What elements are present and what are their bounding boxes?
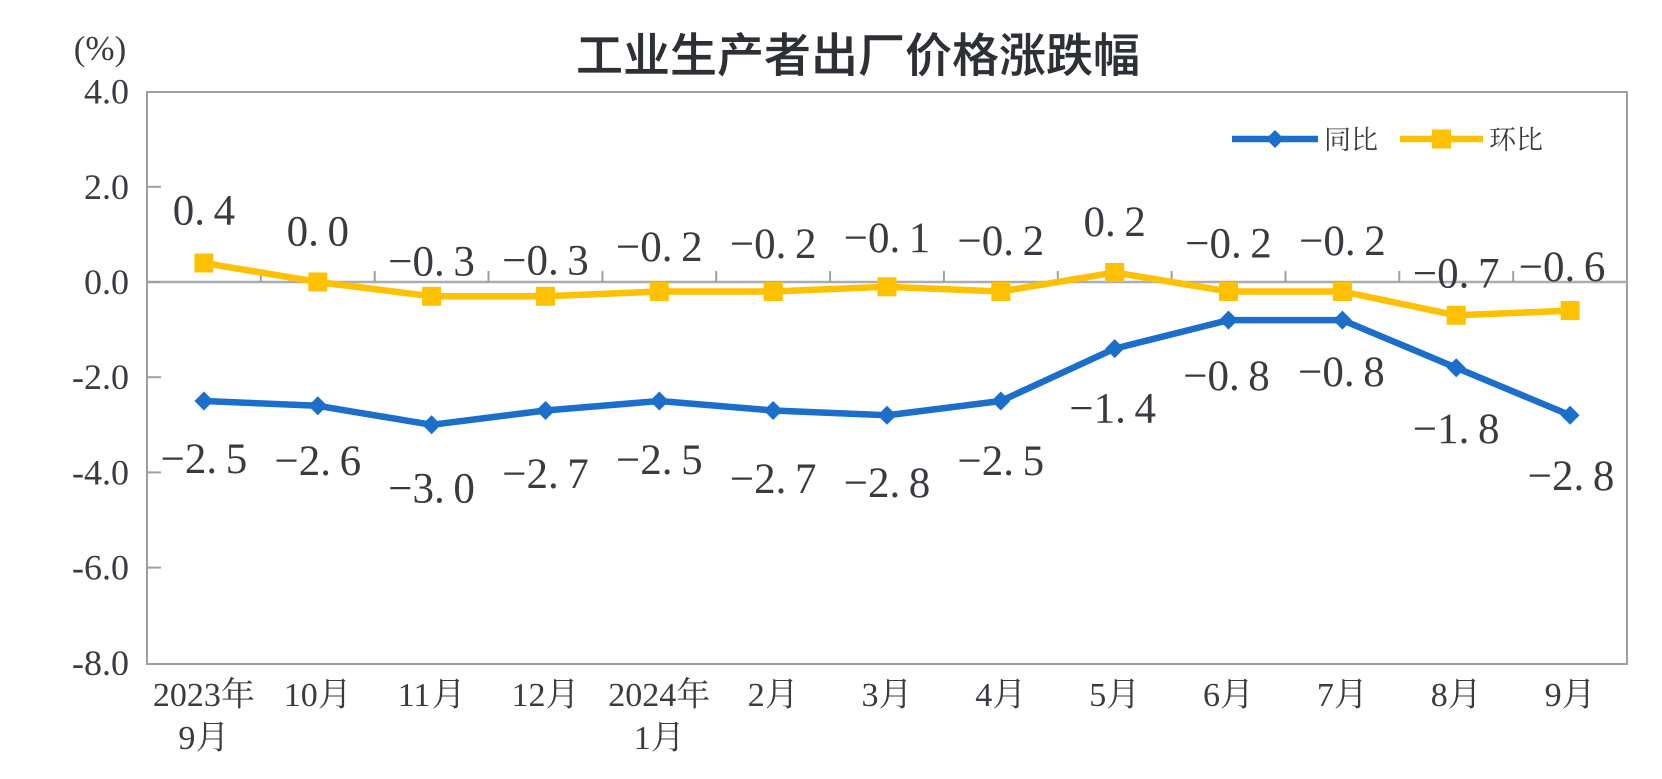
- svg-text:2023: 2023: [153, 677, 221, 714]
- svg-text:−1. 4: −1. 4: [1069, 386, 1156, 433]
- svg-text:−3. 0: −3. 0: [388, 466, 475, 513]
- svg-text:2024: 2024: [608, 677, 676, 714]
- svg-text:−0. 2: −0. 2: [1299, 218, 1386, 265]
- svg-text:-2.0: -2.0: [72, 357, 129, 397]
- svg-text:4.0: 4.0: [84, 72, 129, 112]
- svg-text:−0. 7: −0. 7: [1413, 251, 1500, 298]
- svg-text:-8.0: -8.0: [72, 643, 129, 683]
- svg-text:−0. 3: −0. 3: [388, 239, 475, 286]
- svg-text:−2. 8: −2. 8: [844, 460, 931, 507]
- svg-text:0. 2: 0. 2: [1084, 199, 1146, 246]
- svg-text:2.0: 2.0: [84, 167, 129, 207]
- svg-text:−2. 6: −2. 6: [274, 438, 361, 485]
- svg-text:1: 1: [634, 720, 651, 757]
- svg-text:−2. 5: −2. 5: [161, 436, 248, 483]
- svg-text:−2. 5: −2. 5: [616, 437, 703, 484]
- svg-text:−0. 8: −0. 8: [1183, 353, 1270, 400]
- svg-text:−2. 7: −2. 7: [730, 456, 817, 503]
- svg-text:−0. 2: −0. 2: [957, 218, 1044, 265]
- svg-text:−0. 2: −0. 2: [616, 224, 703, 271]
- svg-text:(%): (%): [74, 29, 126, 68]
- svg-text:−0. 2: −0. 2: [730, 221, 817, 268]
- svg-text:9: 9: [178, 720, 195, 757]
- svg-text:11: 11: [398, 677, 431, 714]
- svg-text:9: 9: [1545, 677, 1562, 714]
- svg-text:6: 6: [1203, 677, 1220, 714]
- svg-text:5: 5: [1089, 677, 1106, 714]
- svg-text:10: 10: [284, 677, 318, 714]
- svg-text:2: 2: [748, 677, 765, 714]
- svg-text:12: 12: [512, 677, 546, 714]
- svg-text:4: 4: [975, 677, 992, 714]
- svg-text:−0. 1: −0. 1: [844, 215, 931, 262]
- svg-text:8: 8: [1431, 677, 1448, 714]
- svg-text:−0. 8: −0. 8: [1298, 349, 1385, 396]
- svg-text:−0. 2: −0. 2: [1185, 221, 1272, 268]
- svg-text:−0. 3: −0. 3: [502, 238, 589, 285]
- svg-text:-4.0: -4.0: [72, 452, 129, 492]
- svg-text:7: 7: [1317, 677, 1334, 714]
- svg-text:0. 4: 0. 4: [173, 188, 235, 235]
- svg-text:0.0: 0.0: [84, 262, 129, 302]
- svg-text:3: 3: [862, 677, 879, 714]
- svg-text:−2. 5: −2. 5: [957, 438, 1044, 485]
- svg-text:0. 0: 0. 0: [287, 209, 349, 256]
- svg-text:-6.0: -6.0: [72, 548, 129, 588]
- svg-text:−2. 8: −2. 8: [1528, 453, 1615, 500]
- svg-text:−0. 6: −0. 6: [1519, 244, 1606, 291]
- svg-text:−1. 8: −1. 8: [1413, 406, 1500, 453]
- svg-text:−2. 7: −2. 7: [502, 451, 589, 498]
